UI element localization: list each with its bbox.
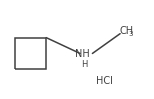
Text: NH: NH: [75, 49, 90, 59]
Text: CH: CH: [119, 26, 134, 36]
Text: HCl: HCl: [96, 76, 113, 86]
Text: 3: 3: [128, 31, 133, 37]
Text: H: H: [81, 60, 87, 69]
